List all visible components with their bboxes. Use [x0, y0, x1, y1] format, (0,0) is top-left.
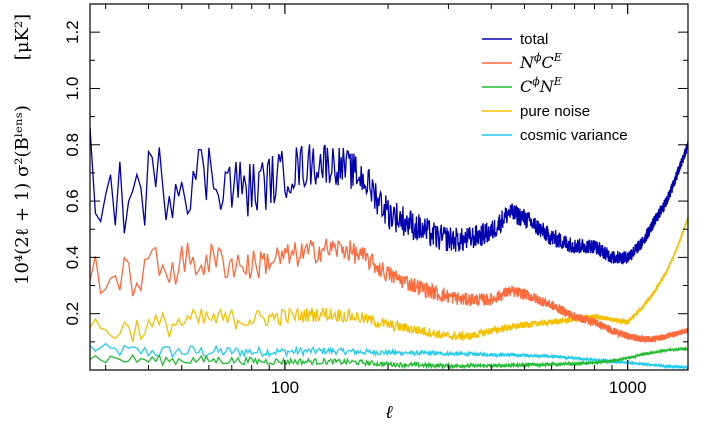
- series-line-2: [90, 345, 688, 370]
- y-tick-label: 1.0: [63, 77, 82, 101]
- y-tick-label: 0.6: [63, 189, 82, 213]
- y-axis-unit: [μK²]: [12, 14, 33, 60]
- legend-label: total: [520, 31, 548, 48]
- plot-area: [90, 127, 688, 370]
- legend-label: CϕNE: [520, 75, 562, 96]
- x-axis-label: ℓ: [385, 402, 393, 423]
- x-tick-label: 1000: [609, 378, 647, 397]
- legend-label: cosmic variance: [520, 127, 628, 144]
- y-tick-label: 0.4: [63, 246, 82, 270]
- series-line-1: [90, 238, 688, 344]
- legend: total NϕCE CϕNE pure noise cosmic variance: [482, 31, 628, 144]
- y-tick-label: 0.8: [63, 133, 82, 157]
- y-tick-label: 1.2: [63, 20, 82, 44]
- legend-label: NϕCE: [519, 51, 562, 72]
- y-tick-label: 0.2: [63, 302, 82, 326]
- series-lines: [90, 127, 688, 370]
- y-axis-label-group: 10⁴(2ℓ + 1) σ²(Bˡᵉⁿˢ) [μK²]: [12, 14, 33, 285]
- legend-label: pure noise: [520, 103, 590, 120]
- series-line-0: [90, 127, 688, 265]
- series-line-4: [90, 342, 688, 370]
- plot-frame: [89, 3, 689, 371]
- x-tick-label: 100: [271, 378, 299, 397]
- axis-ticks: 100 1000 0.2 0.4 0.6 0.8 1.0 1.2: [63, 4, 688, 397]
- y-axis-label: 10⁴(2ℓ + 1) σ²(Bˡᵉⁿˢ): [12, 105, 33, 285]
